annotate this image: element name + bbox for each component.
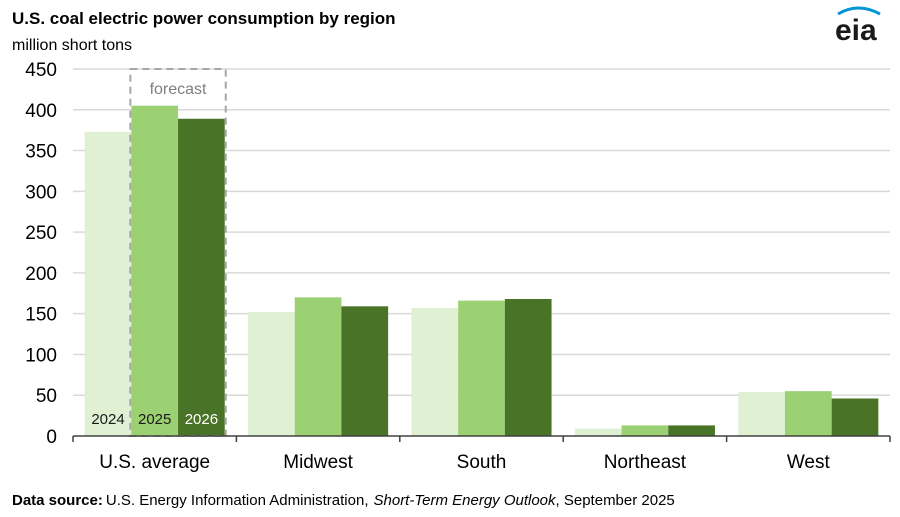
y-tick-label: 450 [25, 60, 57, 81]
bar-2024-u-s-average [84, 131, 132, 436]
footer: Data source: U.S. Energy Information Admi… [12, 492, 675, 509]
series-label-2024: 2024 [91, 411, 124, 428]
series-label-2025: 2025 [138, 411, 171, 428]
y-tick-label: 250 [25, 223, 57, 244]
y-tick-label: 350 [25, 142, 57, 163]
bar-2024-west [738, 391, 785, 436]
y-tick-label: 150 [25, 305, 57, 326]
bar-2026-midwest [341, 306, 389, 436]
series-label-2026: 2026 [185, 411, 218, 428]
bar-2024-northeast [574, 428, 622, 436]
bar-2026-u-s-average [178, 118, 225, 436]
bar-2025-u-s-average [131, 105, 179, 436]
eia-logo-arc [837, 6, 881, 16]
bar-2025-midwest [294, 297, 342, 436]
footer-source: U.S. Energy Information Administration, [106, 492, 369, 509]
eia-logo-text: eia [835, 14, 877, 47]
bar-2025-south [458, 300, 505, 436]
x-category-label: U.S. average [99, 452, 210, 473]
bar-2026-west [831, 398, 879, 436]
x-category-label: Northeast [604, 452, 687, 473]
x-category-label: West [787, 452, 831, 473]
footer-publication: Short-Term Energy Outlook [374, 492, 558, 509]
y-tick-label: 300 [25, 182, 57, 203]
eia-logo: eia [835, 6, 881, 47]
bar-2025-west [784, 391, 832, 436]
footer-date: , September 2025 [556, 492, 675, 509]
y-tick-label: 0 [46, 427, 57, 448]
x-category-label: South [457, 452, 507, 473]
y-tick-label: 200 [25, 264, 57, 285]
bar-2024-south [411, 307, 459, 436]
y-axis-unit: million short tons [12, 37, 132, 54]
footer-label: Data source: [12, 492, 103, 509]
chart-title: U.S. coal electric power consumption by … [12, 9, 396, 28]
bar-2026-south [504, 298, 552, 436]
forecast-label: forecast [150, 81, 207, 98]
bar-2024-midwest [248, 312, 295, 436]
y-tick-label: 100 [25, 345, 57, 366]
bar-2025-northeast [621, 425, 669, 436]
bar-2026-northeast [668, 425, 715, 436]
y-tick-label: 400 [25, 101, 57, 122]
x-category-label: Midwest [283, 452, 353, 473]
y-tick-label: 50 [36, 386, 57, 407]
